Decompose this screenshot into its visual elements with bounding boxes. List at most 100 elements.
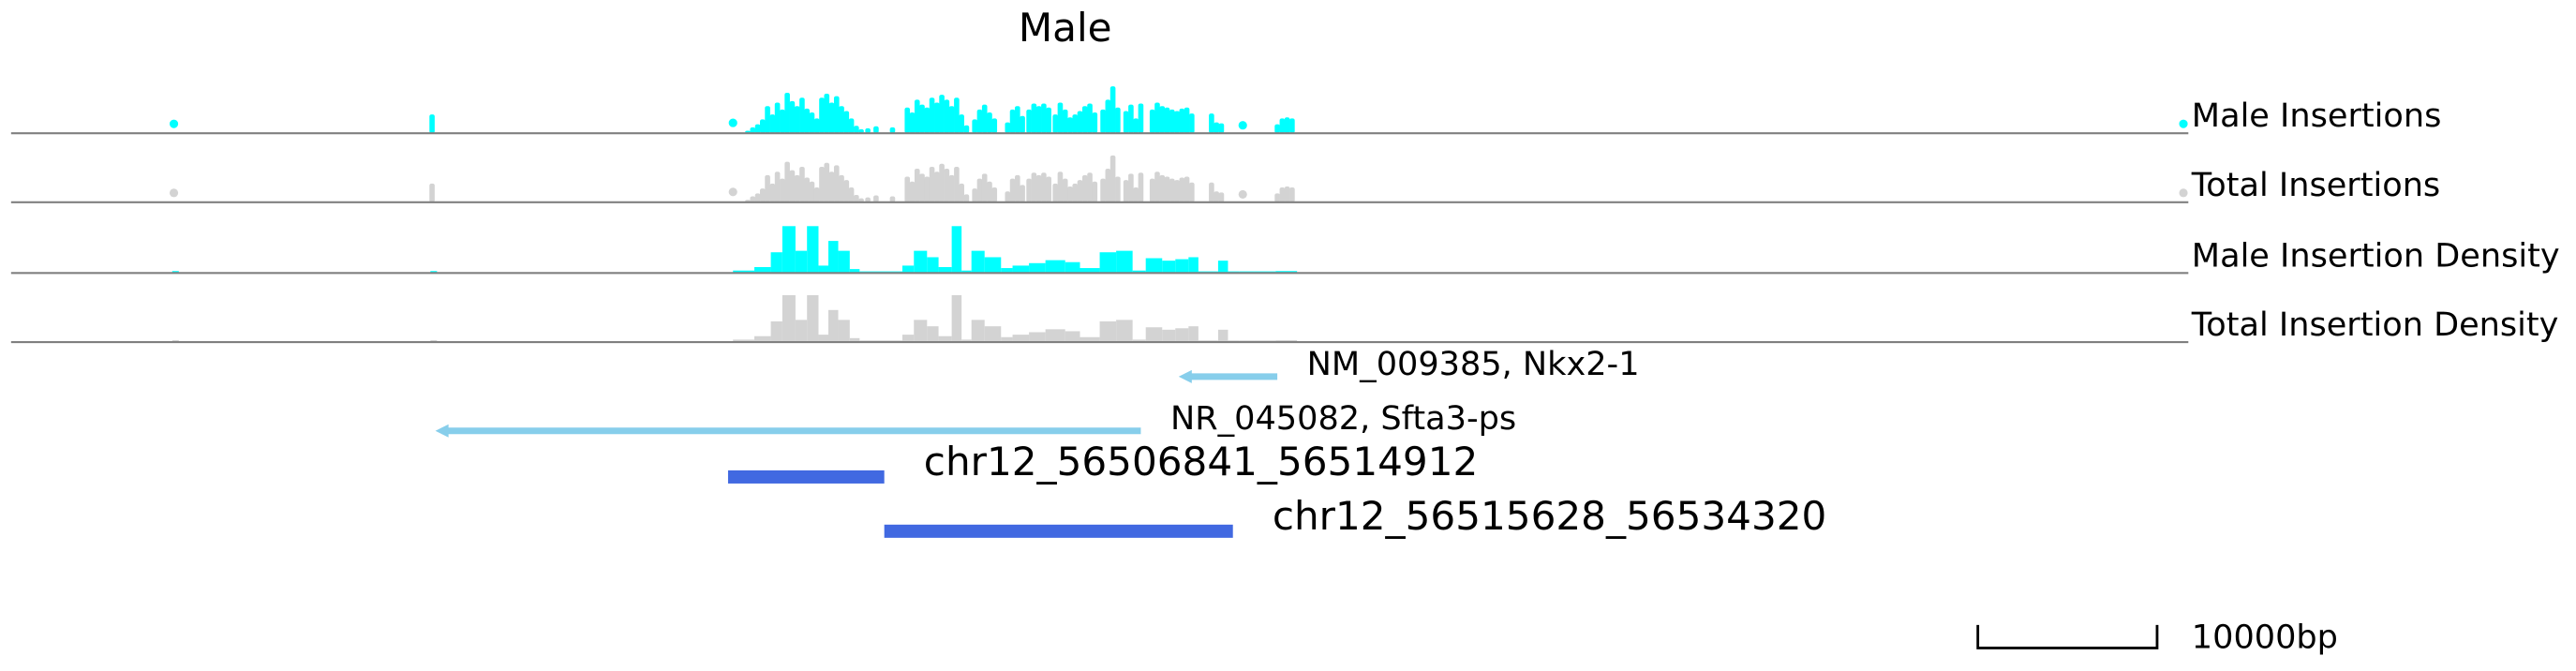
insertion-bar xyxy=(1149,109,1155,134)
insertion-bar xyxy=(963,125,970,134)
insertion-bar xyxy=(1138,172,1144,202)
region-label: chr12_56515628_56534320 xyxy=(1273,493,1827,539)
insertion-bar xyxy=(794,174,800,202)
gene-label: NM_009385, Nkx2-1 xyxy=(1307,345,1640,383)
density-bar xyxy=(961,270,972,274)
insertion-bar xyxy=(972,119,977,134)
density-bar xyxy=(838,250,850,274)
track-4: Total Insertion Density xyxy=(10,295,2559,344)
insertion-bar xyxy=(959,114,964,134)
insertion-bar xyxy=(774,171,781,202)
insertion-bar xyxy=(1218,123,1225,134)
insertion-bar xyxy=(929,166,935,202)
gene-1: NM_009385, Nkx2-1 xyxy=(1178,345,1640,383)
insertion-bar xyxy=(769,114,776,134)
density-bar xyxy=(807,295,819,343)
insertion-bar xyxy=(954,166,960,202)
insertion-bar xyxy=(1164,107,1170,134)
density-bar xyxy=(849,337,860,343)
insertion-bar xyxy=(1035,106,1042,134)
region-1: chr12_56506841_56514912 xyxy=(727,439,1478,485)
density-bar xyxy=(1099,321,1117,343)
insertion-bar xyxy=(919,173,925,202)
insertion-point xyxy=(169,119,179,128)
insertion-bar xyxy=(1100,109,1106,134)
density-bar xyxy=(914,250,928,274)
region-bar xyxy=(884,524,1233,538)
density-bar xyxy=(1145,327,1163,343)
insertion-bar xyxy=(804,177,810,202)
density-bar xyxy=(938,336,952,343)
insertion-bar xyxy=(976,178,983,202)
insertion-bar xyxy=(769,183,776,202)
insertion-bar xyxy=(1138,103,1144,134)
insertion-bar xyxy=(1015,174,1020,202)
density-bar xyxy=(1001,268,1013,274)
insertion-bar xyxy=(1184,176,1190,202)
density-bar xyxy=(782,226,796,274)
insertion-point xyxy=(1238,121,1247,130)
insertion-bar xyxy=(1100,178,1106,202)
insertion-bar xyxy=(839,106,844,134)
insertion-bar xyxy=(429,183,435,202)
scale-bar-label: 10000bp xyxy=(2192,618,2338,656)
insertion-bar xyxy=(865,197,871,202)
insertion-bar xyxy=(939,95,945,134)
insertion-bar xyxy=(824,162,830,202)
insertion-bar xyxy=(1123,111,1129,134)
insertion-bar xyxy=(1067,117,1073,134)
figure-title: Male xyxy=(1019,5,1112,51)
density-bar xyxy=(807,226,819,274)
insertion-bar xyxy=(991,118,998,134)
density-bar xyxy=(927,257,939,274)
insertion-bar xyxy=(1174,111,1180,134)
insertion-bar xyxy=(873,126,879,134)
insertion-bar xyxy=(959,183,964,202)
insertion-bar xyxy=(1005,191,1011,202)
density-bar xyxy=(1188,257,1199,274)
density-bar xyxy=(951,226,962,274)
region-bar xyxy=(727,470,885,484)
density-bar xyxy=(1217,329,1228,343)
insertion-bar xyxy=(1072,114,1079,134)
insertion-bar xyxy=(1031,103,1037,134)
insertion-bar xyxy=(1087,103,1093,134)
regions-group: chr12_56506841_56514912 chr12_56515628_56… xyxy=(727,439,1827,539)
density-bar xyxy=(1099,252,1117,274)
insertion-bar xyxy=(1062,178,1068,202)
insertion-bar xyxy=(1067,186,1073,202)
insertion-bar xyxy=(839,174,844,202)
track-label: Male Insertions xyxy=(2192,97,2442,135)
insertion-bar xyxy=(789,170,796,202)
insertion-bar xyxy=(909,181,916,202)
density-bar xyxy=(1162,261,1176,274)
track-label: Total Insertion Density xyxy=(2191,306,2559,344)
insertion-bar xyxy=(991,187,998,202)
insertion-bar xyxy=(833,96,840,134)
insertion-bar xyxy=(1209,182,1214,202)
insertion-bar xyxy=(1279,187,1286,202)
insertion-bar xyxy=(1081,174,1088,202)
density-bar xyxy=(1116,250,1133,274)
insertion-bar xyxy=(1057,102,1064,134)
gene-arrowhead xyxy=(435,424,449,438)
density-bar xyxy=(1080,268,1100,274)
density-bar xyxy=(938,266,952,274)
insertion-bar xyxy=(1026,178,1032,202)
insertion-bar xyxy=(1052,114,1058,134)
density-bar xyxy=(828,309,839,343)
insertion-bar xyxy=(1179,177,1185,202)
density-bar xyxy=(961,339,972,343)
insertion-bar xyxy=(981,104,988,134)
insertion-bar xyxy=(934,102,940,134)
insertion-bar xyxy=(873,195,879,202)
gene-arrowhead xyxy=(1178,369,1192,383)
insertion-bar xyxy=(904,107,911,134)
insertion-point xyxy=(2179,188,2188,198)
density-bar xyxy=(733,339,755,343)
insertion-bar xyxy=(1214,122,1219,134)
density-bar xyxy=(754,336,771,343)
track-1: Male Insertions xyxy=(10,86,2442,135)
insertion-bar xyxy=(929,97,935,134)
insertion-bar xyxy=(754,124,761,134)
